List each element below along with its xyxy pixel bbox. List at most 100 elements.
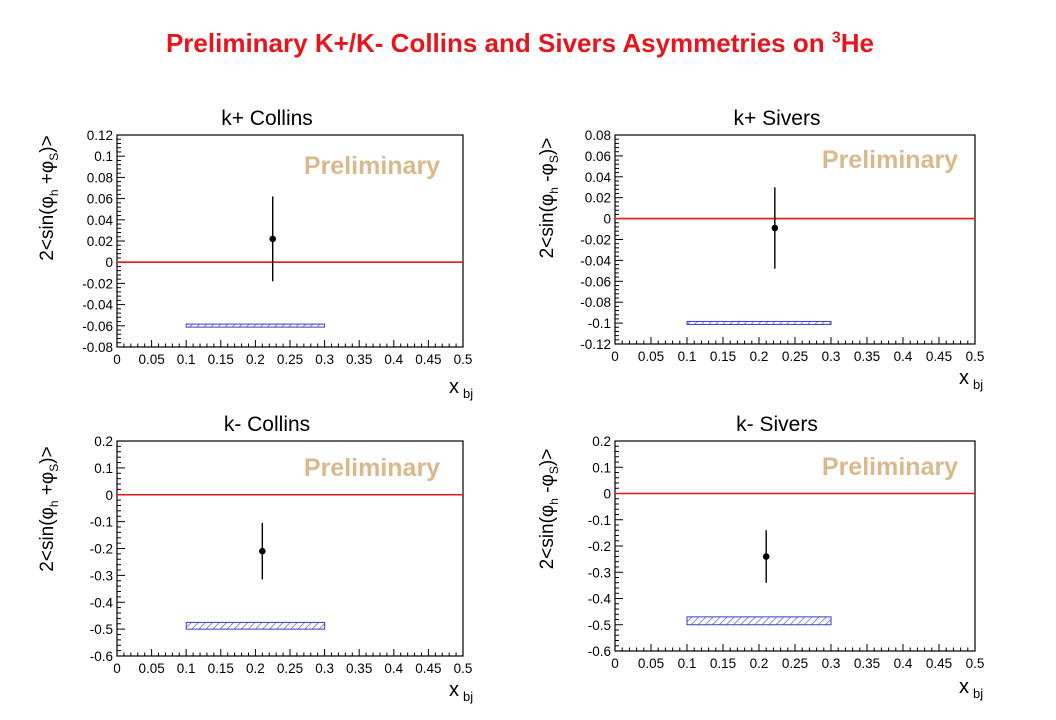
x-tick-label: 0.5: [454, 352, 473, 367]
chart-panel-1: Preliminary k+ Collins 0 0.05 0.1 0.15 0.2 0.25…: [37, 107, 473, 401]
data-point: [762, 553, 770, 560]
y-tick-label: -0.12: [580, 337, 611, 352]
x-tick-label: 0.2: [750, 349, 769, 364]
watermark-label: Preliminary: [304, 454, 440, 482]
y-label-subscript: h: [47, 500, 61, 507]
y-tick-label: -0.08: [580, 295, 611, 310]
x-tick-label: 0.25: [782, 656, 808, 671]
x-tick-label: 0: [611, 349, 619, 364]
y-tick-label: -0.4: [588, 592, 612, 607]
chart-title: k- Collins: [224, 413, 310, 436]
x-axis-label: x: [449, 679, 459, 701]
y-tick-label: -0.1: [588, 316, 611, 331]
y-tick-label: -0.6: [588, 644, 611, 659]
y-tick-label: 0.02: [585, 191, 611, 206]
chart-title: k+ Collins: [221, 107, 313, 130]
x-tick-label: 0.1: [678, 349, 697, 364]
y-tick-label: -0.06: [82, 319, 113, 334]
x-tick-label: 0.4: [894, 349, 913, 364]
chart-panel-3: Preliminary k- Collins 0 0.05 0.1 0.15 0.2 0.25…: [37, 413, 473, 704]
watermark-label: Preliminary: [304, 152, 440, 180]
x-tick-label: 0: [113, 352, 121, 367]
y-label-part: )>: [37, 446, 58, 463]
systematic-error-band: [185, 323, 326, 328]
chart-title: k+ Sivers: [734, 107, 821, 130]
y-label-part: )>: [37, 135, 58, 152]
chart-title: k- Sivers: [736, 413, 818, 436]
y-tick-label: -0.3: [90, 568, 113, 583]
x-tick-label: 0.15: [710, 656, 736, 671]
y-tick-label: -0.2: [588, 539, 611, 554]
x-axis-label: x: [959, 676, 969, 698]
y-tick-label: -0.02: [580, 233, 611, 248]
y-tick-label: 0.06: [87, 192, 113, 207]
x-tick-label: 0.1: [678, 656, 697, 671]
y-tick-label: -0.08: [82, 340, 113, 355]
y-tick-label: -0.2: [90, 542, 113, 557]
x-tick-label: 0: [113, 661, 121, 676]
x-tick-label: 0.45: [415, 352, 441, 367]
x-axis-label: x: [449, 376, 459, 398]
x-tick-label: 0.45: [926, 656, 952, 671]
y-label-part: 2<sin(φ: [37, 507, 58, 572]
x-tick-label: 0.05: [138, 352, 164, 367]
systematic-error-band: [686, 616, 832, 626]
x-tick-label: 0.4: [384, 352, 403, 367]
x-tick-label: 0.2: [246, 352, 265, 367]
y-tick-label: 0.1: [94, 149, 113, 164]
x-tick-label: 0.25: [277, 661, 303, 676]
x-tick-label: 0.2: [246, 661, 265, 676]
y-tick-label: 0: [603, 487, 611, 502]
x-tick-label: 0.35: [854, 656, 880, 671]
y-label-subscript: h: [547, 187, 561, 194]
y-label-subscript: h: [547, 498, 561, 505]
x-tick-label: 0.4: [894, 656, 913, 671]
y-tick-label: -0.5: [588, 618, 611, 633]
page-title: Preliminary K+/K- Collins and Sivers Asy…: [0, 28, 1040, 59]
y-tick-label: 0.04: [87, 213, 114, 228]
systematic-error-band: [686, 320, 832, 325]
y-label-subscript: S: [547, 466, 561, 474]
x-tick-label: 0.4: [384, 661, 403, 676]
y-label-subscript: S: [47, 464, 61, 472]
page-title-text: Preliminary K+/K- Collins and Sivers Asy…: [165, 28, 832, 58]
x-tick-label: 0.05: [638, 349, 664, 364]
y-label-part: +φ: [37, 472, 58, 501]
y-label-part: )>: [537, 449, 558, 466]
x-axis-label-subscript: bj: [463, 386, 473, 401]
y-tick-label: -0.3: [588, 565, 611, 580]
y-label-subscript: h: [47, 189, 61, 196]
y-tick-label: 0.12: [87, 128, 113, 143]
y-tick-label: -0.1: [588, 513, 611, 528]
y-tick-label: -0.5: [90, 622, 113, 637]
x-axis-label-subscript: bj: [463, 689, 473, 704]
x-tick-label: 0.35: [854, 349, 880, 364]
y-tick-label: 0: [603, 212, 611, 227]
x-axis-label-subscript: bj: [973, 686, 983, 701]
y-tick-label: 0.06: [585, 149, 611, 164]
y-label-part: +φ: [37, 161, 58, 190]
x-tick-label: 0.15: [710, 349, 736, 364]
page-title-superscript: 3: [831, 29, 841, 47]
page-title-suffix: He: [840, 28, 875, 58]
systematic-error-band: [185, 621, 326, 630]
x-tick-label: 0.5: [966, 656, 985, 671]
x-tick-label: 0.45: [415, 661, 441, 676]
y-label-part: 2<sin(φ: [537, 505, 558, 570]
watermark-label: Preliminary: [822, 453, 958, 481]
y-tick-label: -0.1: [90, 515, 113, 530]
y-label-subscript: S: [547, 155, 561, 163]
x-tick-label: 0: [611, 656, 619, 671]
x-axis-label: x: [959, 367, 969, 389]
y-tick-label: -0.4: [90, 595, 114, 610]
y-label-part: 2<sin(φ: [37, 196, 58, 261]
y-label-part: 2<sin(φ: [537, 194, 558, 259]
data-point: [259, 547, 266, 555]
y-tick-label: 0.04: [585, 170, 612, 185]
x-tick-label: 0.35: [346, 352, 372, 367]
y-tick-label: -0.04: [82, 298, 113, 313]
y-tick-label: 0.2: [94, 434, 113, 449]
y-tick-label: 0.08: [585, 128, 611, 143]
